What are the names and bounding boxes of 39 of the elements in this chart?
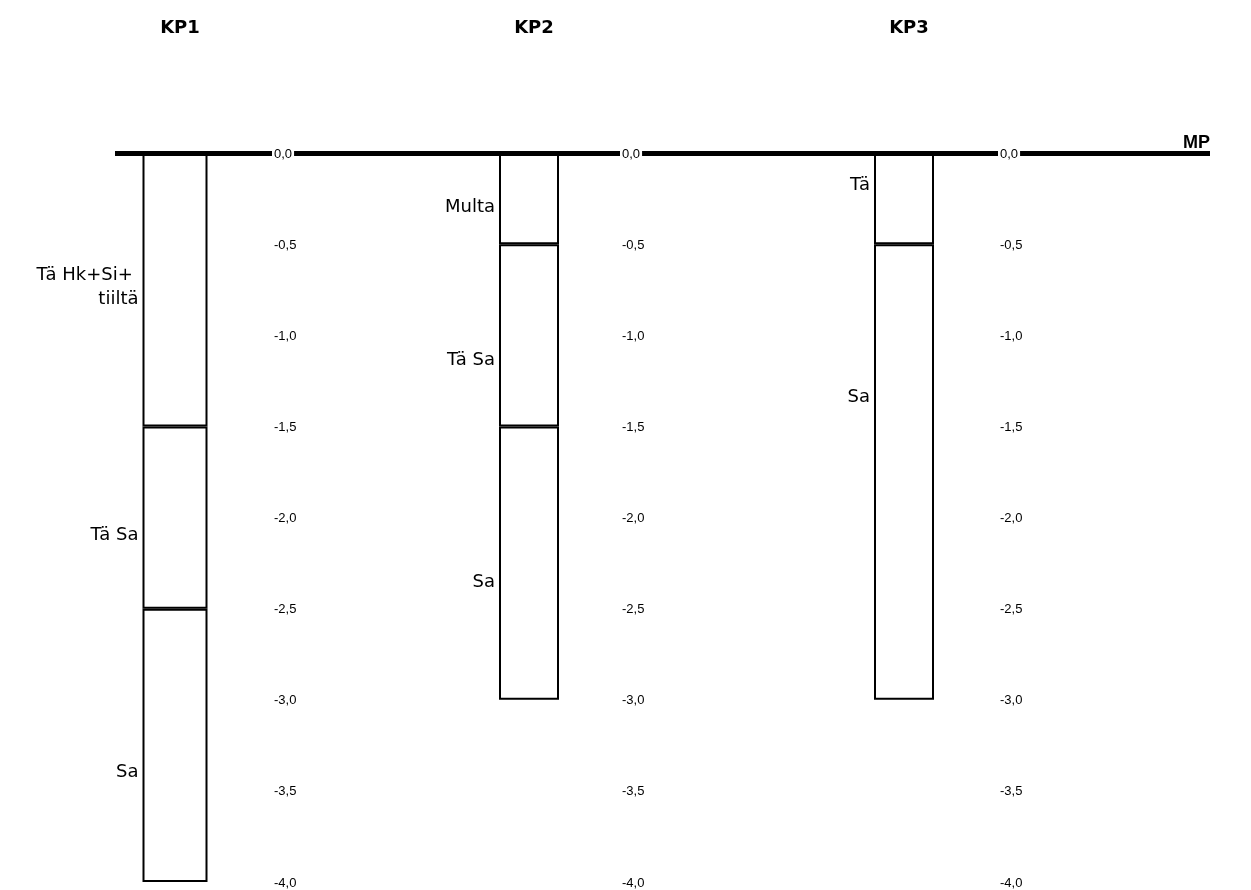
y-tick-label: -4,0: [274, 874, 297, 890]
annotation: Sa: [472, 569, 495, 591]
y-tick-label: -2,0: [274, 510, 297, 525]
y-tick-label: -2,0: [1000, 510, 1023, 525]
y-tick-label: 0,0: [274, 145, 293, 161]
chart-title: KP2: [514, 15, 554, 37]
annotation: Multa: [444, 194, 495, 216]
annotation: Tä Sa: [445, 347, 495, 369]
y-tick-label: -1,0: [622, 327, 645, 343]
y-tick-label: -1,5: [1000, 418, 1023, 434]
y-tick-label: -3,0: [1000, 692, 1023, 708]
y-tick-label: -2,0: [622, 510, 645, 525]
chart-title: KP1: [160, 15, 200, 37]
y-tick-label: -3,5: [622, 783, 645, 799]
y-tick-label: 0,0: [622, 145, 641, 161]
y-tick-label: -0,5: [622, 236, 645, 252]
ref-line-label: MP: [1183, 132, 1210, 152]
y-tick-label: -2,5: [1000, 601, 1023, 617]
chart-title: KP3: [889, 15, 929, 37]
y-tick-label: -0,5: [274, 236, 297, 252]
y-tick-label: -1,0: [274, 327, 297, 343]
annotation: Sa: [847, 384, 870, 406]
y-tick-label: -1,5: [274, 418, 297, 434]
y-tick-label: -1,5: [622, 418, 645, 434]
y-tick-label: -4,0: [1000, 874, 1023, 890]
y-tick-label: -0,5: [1000, 236, 1023, 252]
y-tick-label: -2,5: [274, 601, 297, 617]
y-tick-label: -3,0: [622, 692, 645, 708]
annotation: Tä: [849, 172, 870, 194]
annotation: Tä Hk+Si+ tiiltä: [35, 262, 139, 308]
y-tick-label: -3,0: [274, 692, 297, 708]
y-tick-label: 0,0: [1000, 145, 1019, 161]
annotation: Tä Sa: [89, 522, 139, 544]
y-tick-label: -1,0: [1000, 327, 1023, 343]
annotation: Sa: [116, 759, 139, 781]
y-tick-label: -4,0: [622, 874, 645, 890]
y-tick-label: -2,5: [622, 601, 645, 617]
y-tick-label: -3,5: [1000, 783, 1023, 799]
y-tick-label: -3,5: [274, 783, 297, 799]
